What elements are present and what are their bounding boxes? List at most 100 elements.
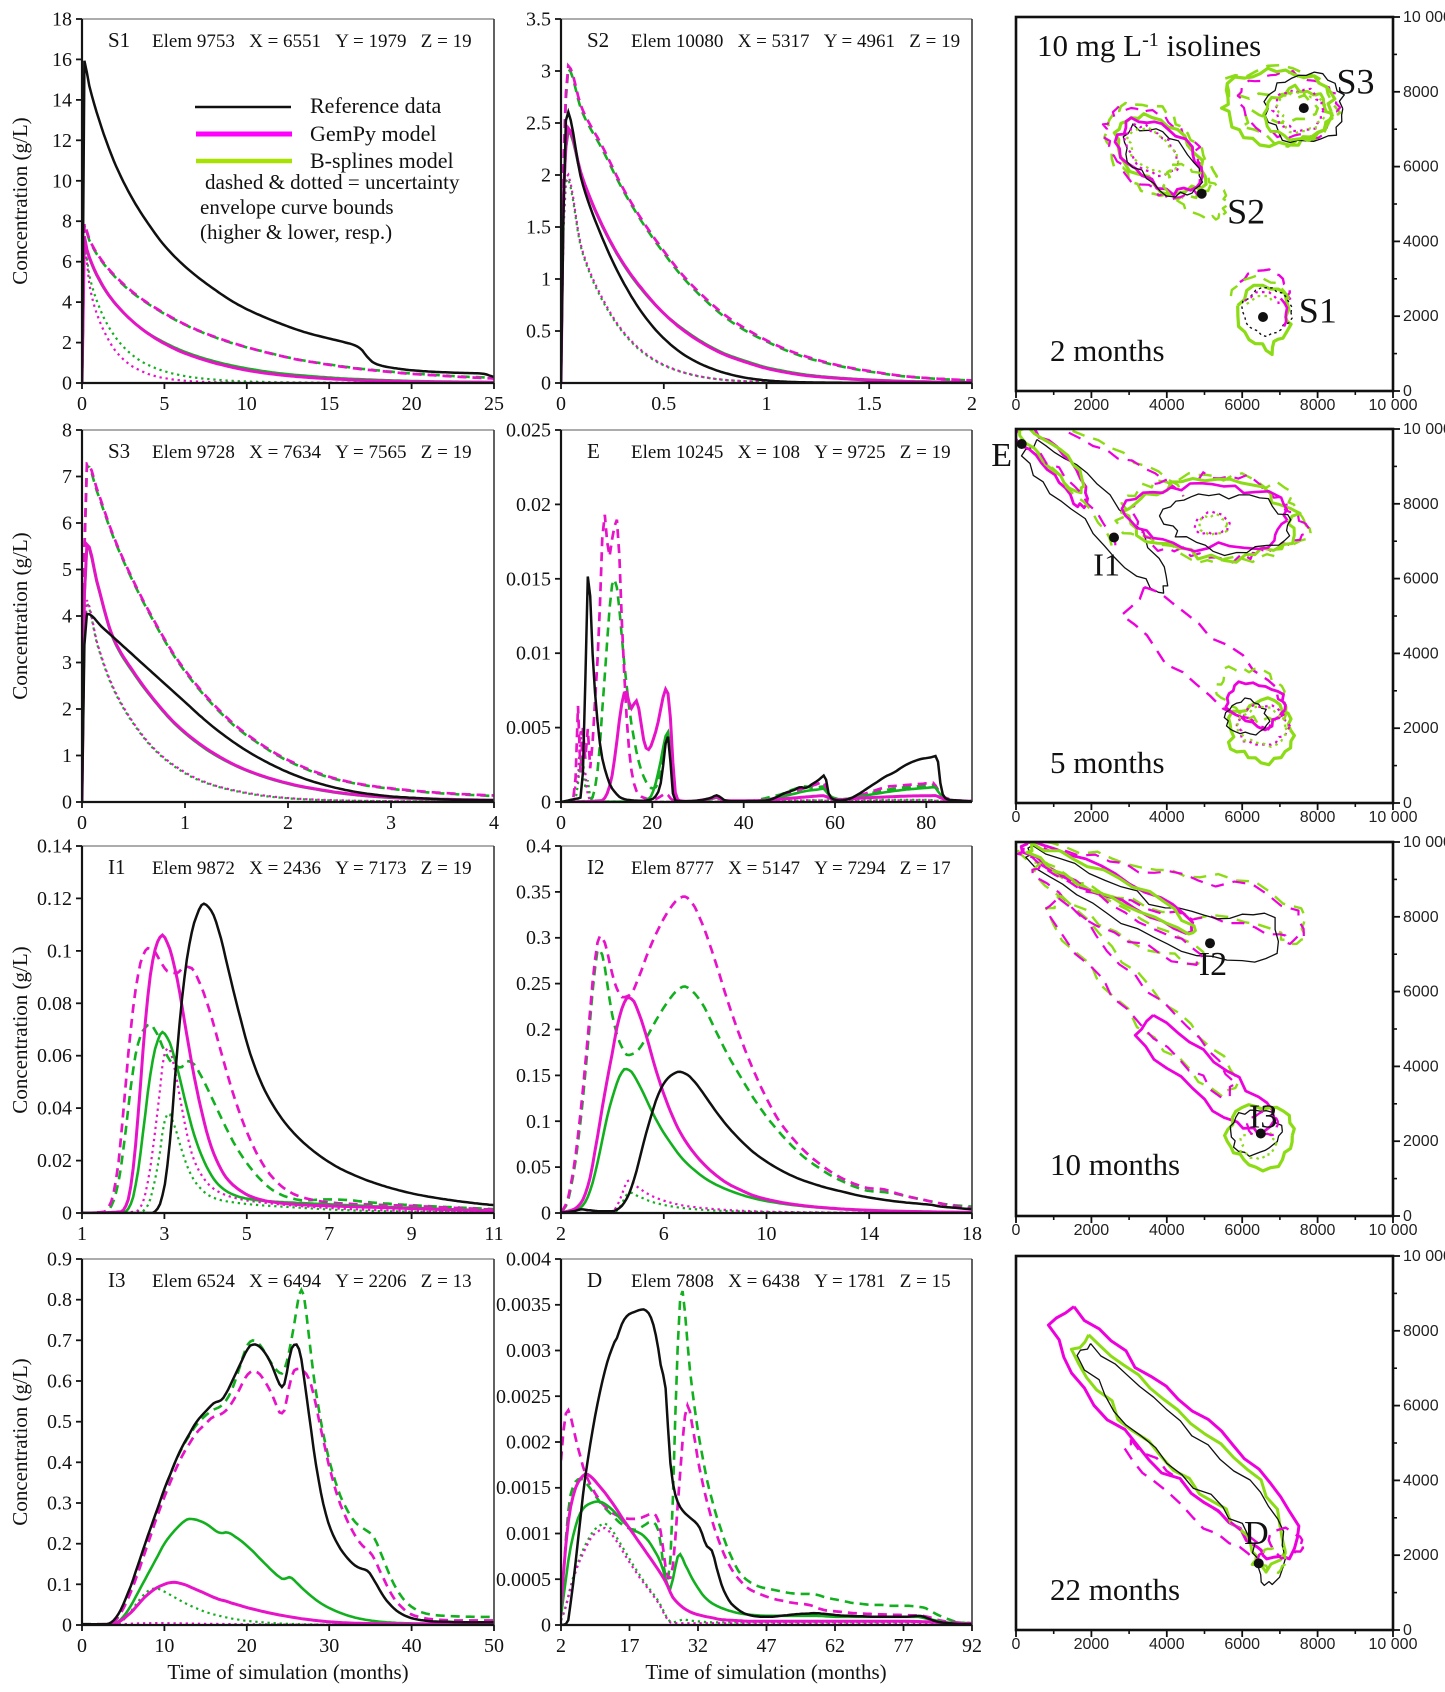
svg-text:0.5: 0.5: [47, 1411, 72, 1433]
svg-text:0: 0: [77, 1635, 87, 1657]
svg-text:0.8: 0.8: [47, 1289, 72, 1311]
svg-text:I3: I3: [108, 1268, 126, 1292]
svg-text:0.0025: 0.0025: [496, 1386, 551, 1408]
svg-text:10: 10: [52, 170, 72, 192]
svg-text:6000: 6000: [1403, 159, 1439, 176]
svg-text:6000: 6000: [1224, 397, 1260, 414]
svg-text:2000: 2000: [1403, 308, 1439, 325]
svg-text:2000: 2000: [1074, 809, 1110, 826]
svg-text:B-splines model: B-splines model: [310, 148, 454, 173]
svg-text:18: 18: [52, 9, 72, 31]
svg-text:7: 7: [324, 1223, 334, 1245]
svg-text:0: 0: [1403, 1208, 1412, 1225]
svg-text:I2: I2: [587, 855, 605, 879]
svg-text:0.35: 0.35: [516, 881, 551, 903]
svg-text:0: 0: [62, 792, 72, 814]
svg-text:3.5: 3.5: [526, 9, 551, 31]
svg-text:2 months: 2 months: [1050, 333, 1165, 368]
svg-text:10 000: 10 000: [1403, 834, 1445, 851]
svg-text:0.14: 0.14: [37, 836, 72, 858]
svg-text:0.01: 0.01: [516, 643, 551, 665]
svg-text:8: 8: [62, 420, 72, 442]
svg-text:0.003: 0.003: [506, 1340, 551, 1362]
svg-text:Elem 6524 X = 6494 Y = 220: Elem 6524 X = 6494 Y = 2206 Z = 13: [152, 1271, 472, 1292]
svg-text:8000: 8000: [1403, 1323, 1439, 1340]
svg-text:0.0005: 0.0005: [496, 1569, 551, 1591]
svg-text:20: 20: [402, 393, 422, 415]
svg-text:22 months: 22 months: [1050, 1572, 1180, 1607]
svg-text:4000: 4000: [1149, 809, 1185, 826]
svg-text:2: 2: [556, 1223, 566, 1245]
svg-text:0.9: 0.9: [47, 1249, 72, 1271]
svg-text:0.1: 0.1: [47, 940, 72, 962]
svg-text:10 000: 10 000: [1369, 397, 1418, 414]
svg-text:6000: 6000: [1224, 1222, 1260, 1239]
svg-text:10 months: 10 months: [1050, 1147, 1180, 1182]
svg-text:4: 4: [489, 812, 499, 834]
svg-text:Reference data: Reference data: [310, 93, 442, 118]
svg-text:9: 9: [407, 1223, 417, 1245]
svg-text:0.08: 0.08: [37, 993, 72, 1015]
svg-text:0: 0: [1403, 1622, 1412, 1639]
svg-text:0.1: 0.1: [526, 1111, 551, 1133]
svg-text:0: 0: [541, 792, 551, 814]
svg-text:17: 17: [620, 1635, 640, 1657]
svg-text:25: 25: [484, 393, 504, 415]
svg-text:0: 0: [62, 373, 72, 395]
svg-text:0.025: 0.025: [506, 420, 551, 442]
svg-text:E: E: [587, 439, 600, 463]
svg-text:0.3: 0.3: [526, 927, 551, 949]
svg-text:2.5: 2.5: [526, 113, 551, 135]
svg-text:8000: 8000: [1300, 809, 1336, 826]
svg-text:4000: 4000: [1403, 1472, 1439, 1489]
svg-text:0: 0: [541, 1615, 551, 1637]
svg-text:2: 2: [62, 699, 72, 721]
svg-text:4000: 4000: [1149, 1636, 1185, 1653]
svg-text:0.0035: 0.0035: [496, 1294, 551, 1316]
svg-text:0: 0: [1403, 795, 1412, 812]
svg-text:4: 4: [62, 606, 72, 628]
svg-text:0: 0: [62, 1615, 72, 1637]
svg-text:32: 32: [688, 1635, 708, 1657]
svg-text:1.5: 1.5: [857, 393, 882, 415]
svg-text:Elem 9872 X = 2436 Y = 717: Elem 9872 X = 2436 Y = 7173 Z = 19: [152, 858, 472, 879]
svg-text:16: 16: [52, 49, 72, 71]
svg-text:I3: I3: [1249, 1099, 1277, 1136]
svg-text:Concentration (g/L): Concentration (g/L): [8, 1358, 32, 1525]
svg-text:0.06: 0.06: [37, 1045, 72, 1067]
svg-text:0.4: 0.4: [526, 836, 551, 858]
svg-text:0.1: 0.1: [47, 1574, 72, 1596]
svg-text:0: 0: [556, 393, 566, 415]
svg-text:S1: S1: [108, 28, 130, 52]
svg-text:4000: 4000: [1403, 1058, 1439, 1075]
svg-text:6000: 6000: [1403, 984, 1439, 1001]
svg-text:0: 0: [77, 812, 87, 834]
svg-text:0.04: 0.04: [37, 1098, 72, 1120]
svg-text:6000: 6000: [1224, 1636, 1260, 1653]
svg-text:10: 10: [154, 1635, 174, 1657]
svg-text:0: 0: [62, 1203, 72, 1225]
svg-text:0: 0: [1012, 1636, 1021, 1653]
svg-text:2000: 2000: [1074, 1636, 1110, 1653]
svg-text:6: 6: [62, 251, 72, 273]
svg-text:Elem 9753 X = 6551 Y = 197: Elem 9753 X = 6551 Y = 1979 Z = 19: [152, 31, 472, 52]
svg-text:20: 20: [642, 812, 662, 834]
svg-text:50: 50: [484, 1635, 504, 1657]
svg-text:0.005: 0.005: [506, 717, 551, 739]
svg-text:8000: 8000: [1300, 1222, 1336, 1239]
svg-text:Elem 10080 X = 5317 Y = 49: Elem 10080 X = 5317 Y = 4961 Z = 19: [631, 31, 960, 52]
svg-text:D: D: [1244, 1515, 1269, 1552]
svg-text:I2: I2: [1199, 946, 1227, 983]
svg-text:7: 7: [62, 466, 72, 488]
svg-text:2: 2: [967, 393, 977, 415]
svg-text:2: 2: [541, 165, 551, 187]
svg-text:18: 18: [962, 1223, 982, 1245]
svg-text:10 000: 10 000: [1403, 1248, 1445, 1265]
svg-text:1: 1: [62, 745, 72, 767]
svg-text:0.6: 0.6: [47, 1371, 72, 1393]
svg-text:0.015: 0.015: [506, 568, 551, 590]
svg-text:1.5: 1.5: [526, 217, 551, 239]
svg-text:2000: 2000: [1403, 720, 1439, 737]
svg-text:0.001: 0.001: [506, 1523, 551, 1545]
svg-text:0.002: 0.002: [506, 1432, 551, 1454]
